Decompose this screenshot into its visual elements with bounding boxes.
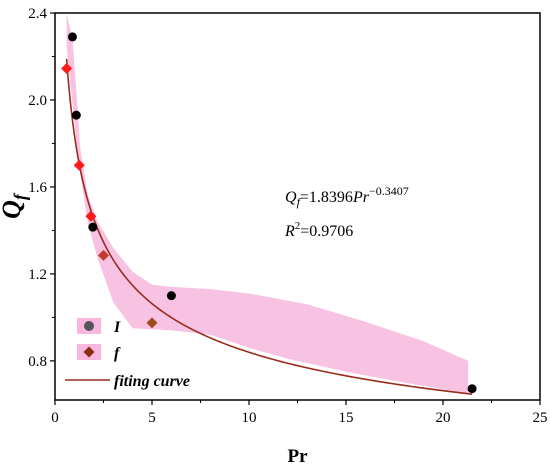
point-f-2: [85, 210, 97, 222]
point-f-4: [146, 317, 158, 329]
data-points-layer: [61, 32, 477, 394]
point-i-0: [67, 32, 77, 42]
x-tick-label: 25: [533, 410, 548, 426]
eq-lhs-main: Q: [285, 189, 297, 206]
y-axis-title: Qf: [0, 192, 30, 219]
eq-lhs-sub: f: [297, 195, 302, 209]
point-i-2: [88, 222, 98, 232]
legend-label-f: f: [114, 345, 121, 362]
equation-text: Qf=1.8396Pr−0.3407: [285, 184, 409, 209]
x-tick-label: 20: [436, 410, 451, 426]
y-tick-label: 2.4: [28, 6, 47, 22]
point-i-3: [166, 291, 176, 301]
x-tick-label: 10: [242, 410, 257, 426]
y-tick-label: 1.2: [28, 267, 47, 283]
point-i-4: [467, 384, 477, 394]
fit-curve: [65, 58, 473, 395]
confidence-band: [66, 13, 469, 394]
r2-value: =0.9706: [300, 223, 353, 240]
equation-annotation: Qf=1.8396Pr−0.3407 R2=0.9706: [284, 184, 409, 240]
r2-main: R: [284, 223, 295, 240]
x-axis-title: Pr: [287, 446, 308, 467]
r-squared-text: R2=0.9706: [284, 220, 353, 240]
y-tick-label: 1.6: [28, 180, 47, 196]
eq-rhs-exp: −0.3407: [369, 184, 409, 198]
x-tick-label: 0: [51, 410, 59, 426]
y-axis-title-main: Q: [0, 200, 26, 219]
point-f-3: [98, 249, 109, 261]
eq-rhs-var: Pr: [352, 189, 370, 206]
axes-ticks-layer: 0 5 10 15 20 25 0.8 1.2 1.6 2.0 2.4: [28, 6, 547, 426]
legend-label-i: I: [113, 319, 121, 336]
legend-label-fit: fiting curve: [114, 373, 190, 390]
legend: I f fiting curve: [65, 318, 190, 390]
x-tick-label: 15: [339, 410, 354, 426]
legend-marker-f: [83, 346, 95, 358]
y-tick-label: 0.8: [28, 354, 47, 370]
y-axis-title-sub: f: [10, 192, 30, 200]
point-f-1: [73, 159, 85, 171]
eq-rhs-coeff: =1.8396: [300, 189, 353, 206]
r2-sup: 2: [295, 220, 301, 232]
y-tick-label: 2.0: [28, 93, 47, 109]
point-i-1: [71, 110, 81, 120]
legend-marker-i: [84, 321, 94, 331]
confidence-band-layer: [66, 13, 469, 394]
point-f-0: [61, 62, 73, 74]
x-tick-label: 5: [148, 410, 156, 426]
fit-curve-layer: [65, 58, 473, 395]
